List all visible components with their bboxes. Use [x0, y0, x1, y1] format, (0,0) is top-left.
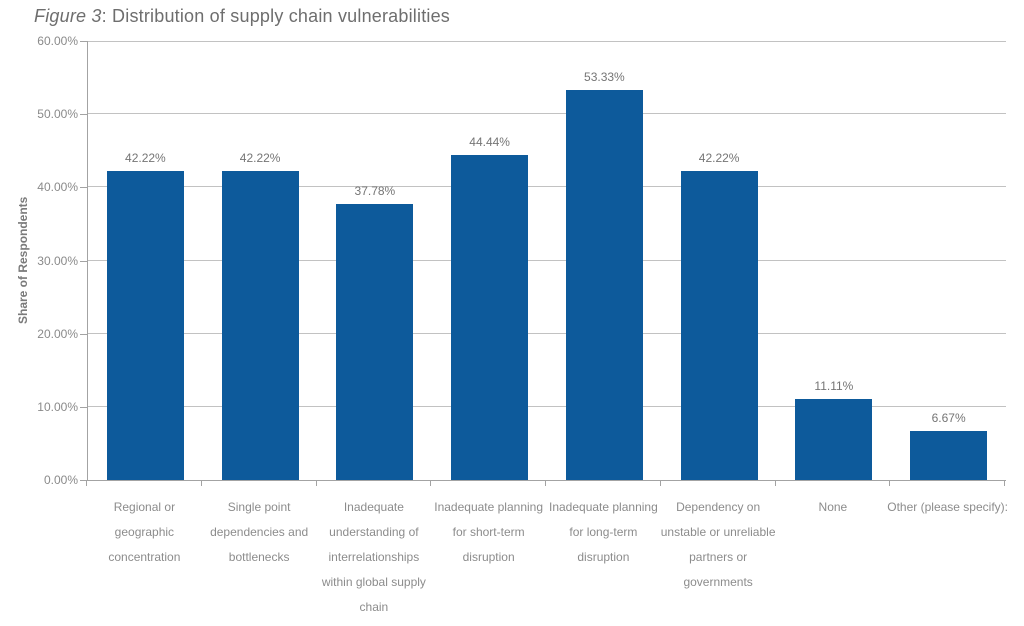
y-tick-mark	[80, 114, 87, 116]
bar-value-label: 42.22%	[125, 151, 166, 166]
bar	[680, 171, 758, 480]
bar	[795, 398, 873, 480]
x-tick-mark	[430, 481, 432, 486]
category-label: Inadequate planning for short-term disru…	[434, 500, 544, 564]
gridline	[88, 41, 1006, 42]
x-tick-mark	[659, 481, 661, 486]
category-label: None	[818, 500, 848, 514]
bar	[336, 203, 414, 480]
chart-title: Figure 3: Distribution of supply chain v…	[34, 6, 450, 27]
gridline	[88, 405, 1006, 407]
y-tick-label: 20.00%	[37, 326, 78, 341]
x-tick-mark	[889, 481, 891, 486]
y-tick-label: 60.00%	[37, 34, 78, 48]
category-label: Single point dependencies and bottleneck…	[210, 500, 309, 564]
y-tick-label: 50.00%	[37, 107, 78, 122]
y-tick-mark	[80, 260, 87, 262]
x-tick-mark	[86, 481, 87, 486]
category-label: Other (please specify):	[887, 500, 1008, 514]
category-label: Regional or geographic concentration	[108, 500, 181, 564]
gridline	[88, 186, 1006, 188]
figure-number-label: Figure 3	[34, 6, 102, 26]
bar	[106, 171, 184, 480]
bar-value-label: 42.22%	[698, 151, 740, 166]
y-tick-label: 30.00%	[37, 253, 78, 268]
gridline	[88, 332, 1006, 334]
x-tick-mark	[774, 481, 776, 486]
x-tick-mark	[315, 481, 317, 486]
category-label: Inadequate planning for long-term disrup…	[548, 500, 658, 564]
bar-value-label: 11.11%	[814, 378, 854, 393]
bar-value-label: 6.67%	[931, 411, 966, 426]
bar	[221, 171, 299, 480]
bar-value-label: 42.22%	[239, 151, 281, 166]
bar	[565, 89, 643, 480]
y-tick-mark	[80, 187, 87, 189]
category-label: Inadequate understanding of interrelatio…	[321, 500, 426, 614]
y-tick-label: 10.00%	[37, 399, 78, 414]
chart-title-text: : Distribution of supply chain vulnerabi…	[101, 6, 451, 26]
gridline	[88, 259, 1006, 261]
plot-area: 42.22% 42.22% 37.78% 44.44% 53.33% 42.22% 11.1…	[87, 41, 1006, 481]
y-tick-mark	[80, 480, 87, 481]
bar-value-label: 53.33%	[584, 69, 625, 84]
y-tick-label: 40.00%	[37, 180, 78, 195]
y-tick-label: 0.00%	[43, 473, 78, 487]
bar-value-label: 37.78%	[354, 183, 396, 198]
y-tick-mark	[80, 333, 87, 335]
bar	[451, 154, 529, 480]
bar-value-label: 44.44%	[469, 134, 510, 149]
y-tick-mark	[80, 41, 87, 42]
x-tick-mark	[1004, 481, 1005, 486]
gridline	[88, 113, 1006, 115]
y-tick-mark	[80, 406, 87, 408]
x-tick-mark	[200, 481, 202, 486]
bar	[910, 431, 988, 480]
x-tick-mark	[545, 481, 546, 486]
category-label: Dependency on unstable or unreliable par…	[660, 500, 776, 589]
